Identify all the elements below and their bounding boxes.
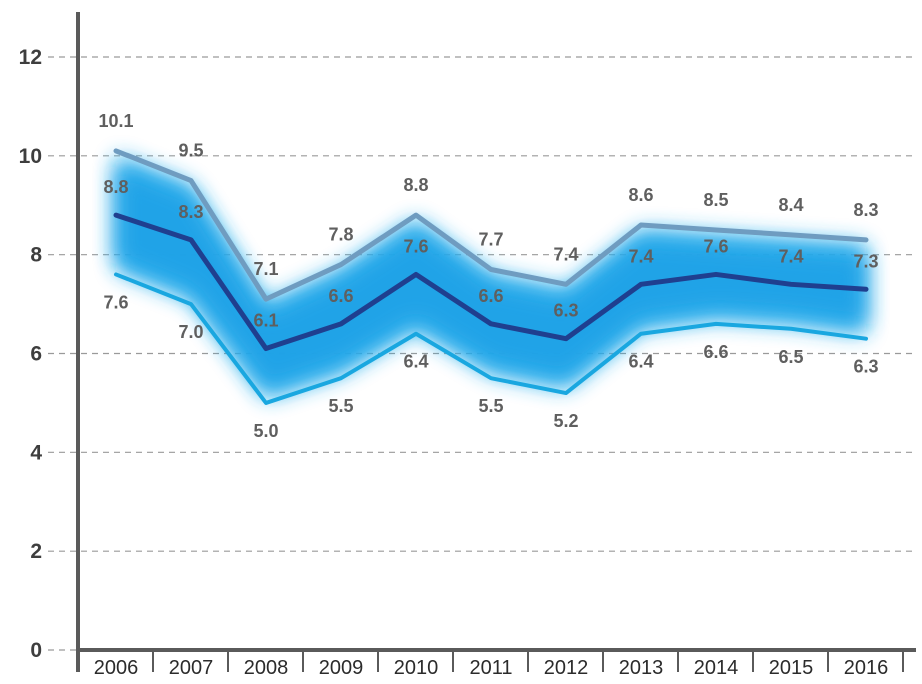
x-tick-label: 2008	[244, 657, 289, 679]
x-tick-label: 2007	[169, 657, 214, 679]
data-label-upper: 7.7	[478, 229, 503, 249]
x-tick-label: 2012	[544, 657, 589, 679]
data-label-central: 7.6	[703, 236, 728, 256]
data-label-lower: 5.5	[328, 396, 353, 416]
x-tick-label: 2011	[469, 657, 512, 679]
y-tick-label: 6	[30, 343, 42, 366]
data-label-central: 7.4	[628, 246, 653, 266]
series-upper-line	[113, 148, 869, 302]
y-tick-label: 12	[19, 46, 42, 69]
data-label-central: 7.3	[853, 251, 878, 271]
data-label-central: 8.8	[103, 177, 128, 197]
x-tick-label: 2015	[769, 657, 814, 679]
data-label-central: 8.3	[178, 202, 203, 222]
x-tick-label: 2014	[694, 657, 739, 679]
data-label-upper: 8.3	[853, 200, 878, 220]
y-tick-label: 0	[30, 639, 42, 662]
data-label-lower: 7.0	[178, 322, 203, 342]
series-lines	[113, 148, 869, 405]
band-core	[116, 164, 866, 389]
data-label-central: 6.1	[253, 311, 278, 331]
data-labels: 10.1 9.5 7.1 7.8 8.8 7.7 7.4 8.6 8.5 8.4 8.3 8.8 8.3…	[98, 111, 878, 441]
data-label-central: 7.6	[403, 236, 428, 256]
y-tick-label: 10	[19, 145, 42, 168]
data-label-central: 6.3	[553, 301, 578, 321]
y-tick-label: 8	[30, 244, 42, 267]
data-label-upper: 7.1	[253, 259, 278, 279]
series-lower-line	[114, 272, 868, 405]
data-label-upper: 8.8	[403, 175, 428, 195]
series-central-line	[113, 212, 869, 352]
data-label-upper: 9.5	[178, 141, 203, 161]
data-label-lower: 6.4	[628, 352, 653, 372]
data-label-upper: 8.6	[628, 185, 653, 205]
x-tick-label: 2016	[844, 657, 889, 679]
x-tick-label: 2013	[619, 657, 664, 679]
y-tick-label: 2	[30, 540, 42, 563]
data-label-upper: 7.4	[553, 244, 578, 264]
data-label-central: 7.4	[778, 246, 803, 266]
data-label-lower: 6.4	[403, 352, 428, 372]
data-label-lower: 6.3	[853, 357, 878, 377]
data-label-upper: 8.5	[703, 190, 728, 210]
axes	[76, 12, 916, 672]
y-tick-label: 4	[30, 441, 42, 464]
tick-labels: 0 2 4 6 8 10 12 2006 2007 2008 2009 2010 2011 2012 201…	[19, 46, 889, 679]
data-label-lower: 5.5	[478, 396, 503, 416]
data-label-upper: 8.4	[778, 195, 803, 215]
data-label-lower: 5.2	[553, 411, 578, 431]
x-tick-label: 2009	[319, 657, 364, 679]
data-label-upper: 7.8	[328, 225, 353, 245]
data-label-lower: 7.6	[103, 292, 128, 312]
x-tick-label: 2006	[94, 657, 139, 679]
data-label-lower: 5.0	[253, 421, 278, 441]
data-label-upper: 10.1	[98, 111, 133, 131]
data-label-central: 6.6	[328, 286, 353, 306]
x-tick-label: 2010	[394, 657, 439, 679]
data-label-lower: 6.6	[703, 342, 728, 362]
data-label-lower: 6.5	[778, 347, 803, 367]
data-label-central: 6.6	[478, 286, 503, 306]
